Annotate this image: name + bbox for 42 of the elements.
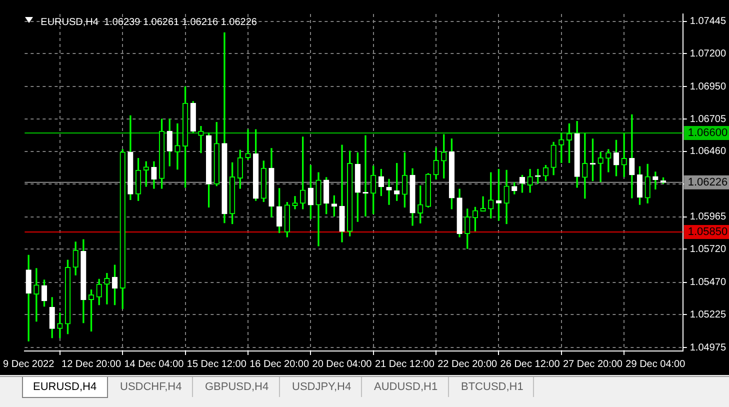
candlestick bbox=[292, 196, 298, 210]
y-tick-label: 1.06950 bbox=[690, 81, 726, 92]
y-tick-label: 1.05720 bbox=[690, 244, 726, 255]
ref-line-label: 1.06226 bbox=[688, 176, 728, 188]
x-tick-label: 9 Dec 2022 bbox=[3, 358, 55, 370]
x-tick-label: 26 Dec 12:00 bbox=[500, 358, 560, 370]
x-tick-label: 14 Dec 04:00 bbox=[124, 358, 184, 370]
text: USDJPY,H4 bbox=[282, 377, 362, 397]
candlestick bbox=[198, 126, 204, 154]
y-tick-label: 1.07445 bbox=[690, 16, 726, 28]
ref-line-label: 1.05850 bbox=[688, 226, 728, 238]
text: GBPUSD,H4 bbox=[195, 377, 280, 397]
chart-title: EURUSD,H4 1.06239 1.06261 1.06216 1.06226 bbox=[40, 16, 258, 28]
candlestick bbox=[57, 312, 63, 338]
candlestick bbox=[34, 268, 40, 322]
text: AUDUSD,H1 bbox=[364, 377, 449, 397]
x-tick-label: 16 Dec 20:00 bbox=[250, 358, 310, 370]
y-tick-label: 1.07200 bbox=[690, 48, 726, 60]
candlestick bbox=[598, 152, 604, 182]
x-tick-label: 21 Dec 12:00 bbox=[374, 358, 435, 370]
x-tick-label: 20 Dec 04:00 bbox=[312, 358, 372, 370]
y-tick-label: 1.05965 bbox=[690, 212, 726, 223]
candlestick bbox=[629, 114, 635, 198]
candlestick bbox=[480, 196, 486, 212]
y-tick-label: 1.06705 bbox=[690, 114, 726, 125]
candlestick bbox=[104, 272, 110, 304]
x-tick-label: 29 Dec 04:00 bbox=[626, 358, 686, 370]
y-tick-label: 1.05470 bbox=[690, 277, 726, 288]
x-tick-label: 22 Dec 20:00 bbox=[438, 358, 498, 370]
y-tick-label: 1.06460 bbox=[690, 146, 726, 158]
x-tick-label: 12 Dec 20:00 bbox=[62, 358, 122, 370]
candlestick bbox=[386, 178, 392, 205]
x-tick-label: 15 Dec 12:00 bbox=[186, 358, 247, 370]
x-tick-label: 27 Dec 20:00 bbox=[562, 358, 623, 370]
y-tick-label: 1.05225 bbox=[690, 309, 726, 320]
y-tick-label: 1.04975 bbox=[690, 342, 726, 354]
text: USDCHF,H4 bbox=[110, 377, 193, 397]
candlestick bbox=[652, 172, 658, 190]
candlestick bbox=[245, 129, 251, 160]
text: BTCUSD,H1 bbox=[451, 377, 534, 397]
candlestick bbox=[174, 123, 180, 170]
ref-line-label: 1.06600 bbox=[688, 126, 728, 139]
